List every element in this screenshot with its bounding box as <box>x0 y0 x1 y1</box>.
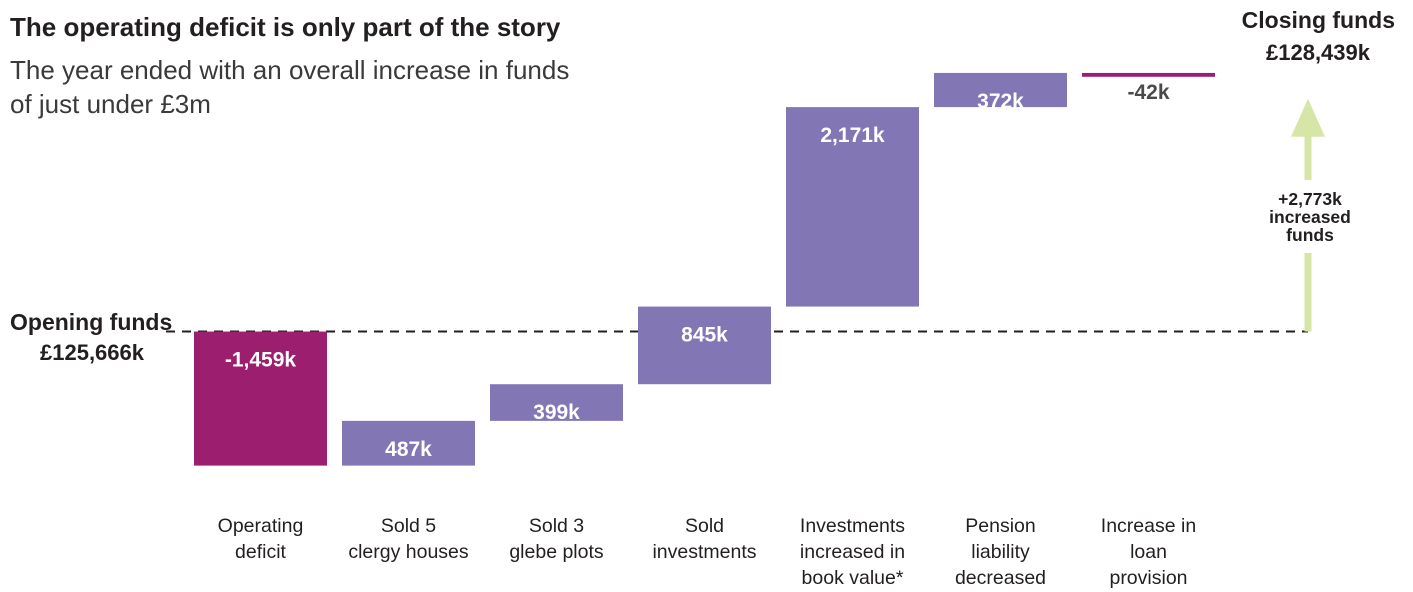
closing-funds-value: £128,439k <box>1266 40 1371 65</box>
waterfall-bar-1 <box>194 331 327 466</box>
bar-value-label-1: -1,459k <box>225 349 297 372</box>
bar-value-label-4: 845k <box>681 324 728 347</box>
waterfall-bar-7 <box>1082 72 1215 77</box>
opening-funds-value: £125,666k <box>40 340 145 365</box>
change-arrow-shaft-upper <box>1304 134 1312 180</box>
chart-title: The operating deficit is only part of th… <box>10 12 561 42</box>
change-arrow-label: +2,773k increased funds <box>1269 189 1351 245</box>
waterfall-bar-2 <box>342 420 475 466</box>
bar-value-label-6: 372k <box>977 90 1024 113</box>
category-label-5: Investments increased in book value* <box>800 515 905 589</box>
change-arrow-shaft-lower <box>1304 253 1312 332</box>
opening-funds-label: Opening funds <box>10 309 172 335</box>
category-label-1: Operating deficit <box>218 515 304 563</box>
waterfall-bar-4 <box>638 306 771 385</box>
bar-value-label-2: 487k <box>385 438 432 461</box>
closing-funds-label: Closing funds <box>1242 7 1395 33</box>
bar-value-label-3: 399k <box>533 401 580 424</box>
bar-value-label-7: -42k <box>1127 81 1169 104</box>
waterfall-bar-5 <box>786 107 919 307</box>
waterfall-bar-3 <box>490 384 623 421</box>
waterfall-bar-6 <box>934 72 1067 108</box>
bar-value-label-5: 2,171k <box>820 124 885 147</box>
change-arrow-head <box>1291 98 1325 137</box>
category-label-4: Sold investments <box>652 515 756 563</box>
category-label-7: Increase in loan provision <box>1101 515 1196 589</box>
category-label-3: Sold 3 glebe plots <box>509 515 604 563</box>
chart-subtitle-line-2: of just under £3m <box>10 89 211 119</box>
category-label-2: Sold 5 clergy houses <box>348 515 469 563</box>
category-label-6: Pension liability decreased <box>955 515 1046 589</box>
chart-subtitle-line-1: The year ended with an overall increase … <box>10 55 569 85</box>
